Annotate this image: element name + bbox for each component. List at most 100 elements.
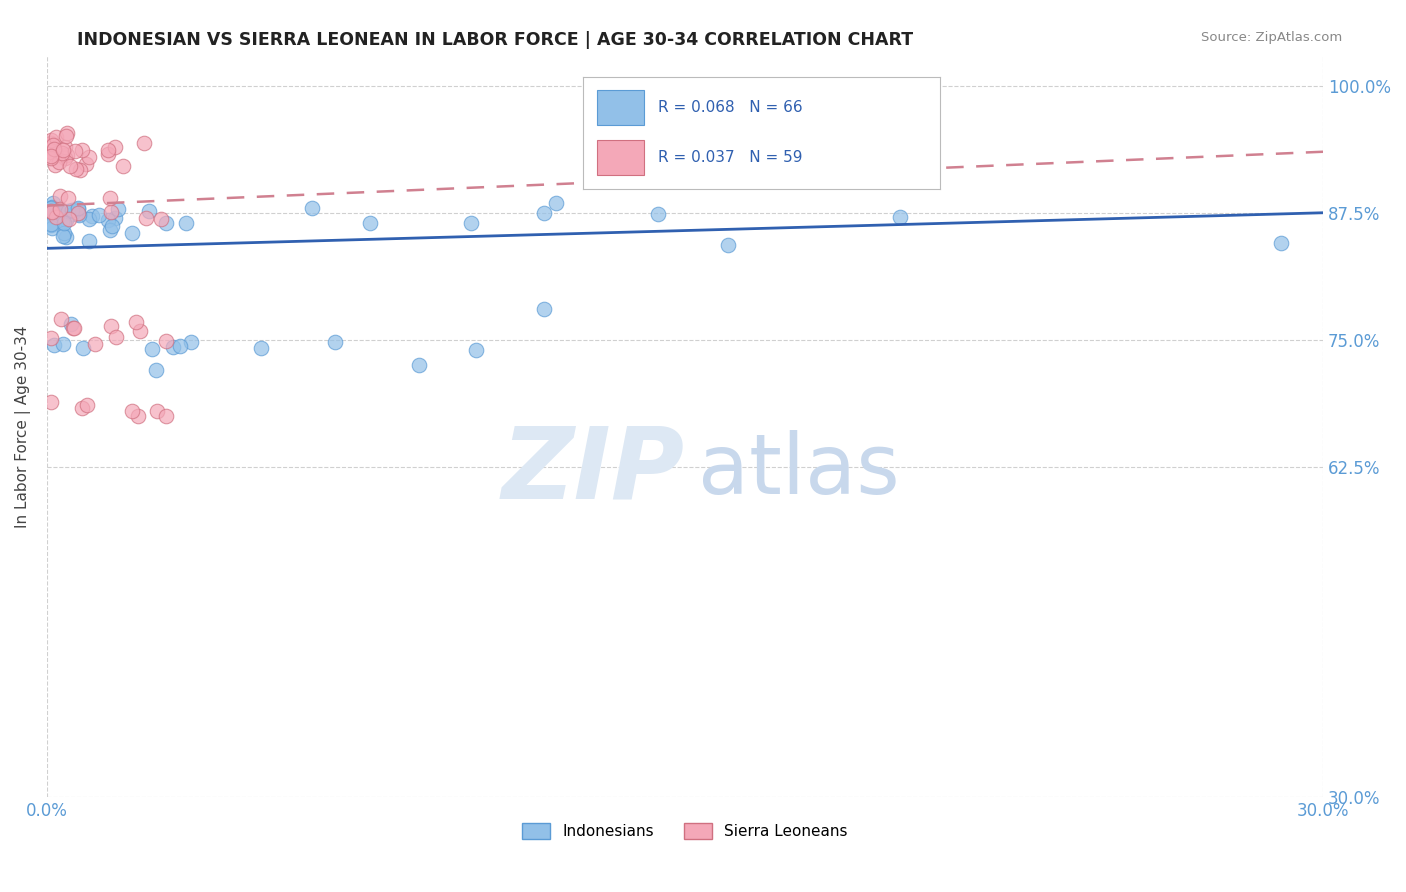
Sierra Leoneans [100,318,122,333]
Sierra Leoneans [51,146,73,161]
Indonesians [44,338,66,352]
Indonesians [44,209,66,223]
Indonesians [51,215,73,229]
Sierra Leoneans [39,149,62,163]
Sierra Leoneans [63,144,86,158]
Indonesians [67,207,90,221]
Text: INDONESIAN VS SIERRA LEONEAN IN LABOR FORCE | AGE 30-34 CORRELATION CHART: INDONESIAN VS SIERRA LEONEAN IN LABOR FO… [77,31,914,49]
Indonesians [145,363,167,377]
Sierra Leoneans [97,147,120,161]
Indonesians [359,216,381,230]
Sierra Leoneans [44,158,66,172]
Indonesians [66,201,89,215]
Indonesians [52,216,75,230]
Sierra Leoneans [41,205,63,219]
Indonesians [104,211,127,226]
Sierra Leoneans [62,321,84,335]
Indonesians [52,336,75,351]
Indonesians [41,200,63,214]
Indonesians [52,211,75,226]
Sierra Leoneans [155,409,177,424]
Indonesians [1270,236,1292,251]
Sierra Leoneans [65,161,87,176]
Sierra Leoneans [59,159,82,173]
Sierra Leoneans [135,211,157,226]
Sierra Leoneans [42,137,65,152]
Indonesians [48,206,70,220]
Sierra Leoneans [72,143,94,157]
Sierra Leoneans [69,163,91,178]
Indonesians [39,201,62,215]
Sierra Leoneans [39,136,62,150]
Sierra Leoneans [53,140,76,154]
Sierra Leoneans [53,151,76,165]
Indonesians [77,211,100,226]
Sierra Leoneans [63,321,86,335]
Sierra Leoneans [56,127,79,141]
Indonesians [55,229,77,244]
Sierra Leoneans [146,403,169,417]
Indonesians [39,206,62,220]
Sierra Leoneans [104,330,127,344]
Sierra Leoneans [48,189,70,203]
Indonesians [180,334,202,349]
Indonesians [162,340,184,354]
Indonesians [41,221,63,235]
Indonesians [48,210,70,224]
Text: Source: ZipAtlas.com: Source: ZipAtlas.com [1202,31,1343,45]
Sierra Leoneans [39,151,62,165]
Sierra Leoneans [48,154,70,169]
Sierra Leoneans [58,212,80,227]
Indonesians [52,229,75,244]
Indonesians [89,208,111,222]
Indonesians [155,216,177,230]
Indonesians [72,341,94,355]
Indonesians [301,201,323,215]
Sierra Leoneans [121,404,143,418]
Indonesians [77,235,100,249]
Sierra Leoneans [75,156,97,170]
Indonesians [174,216,197,230]
Text: atlas: atlas [697,430,900,511]
Indonesians [48,204,70,219]
Indonesians [80,209,103,223]
Sierra Leoneans [100,205,122,219]
Sierra Leoneans [83,337,105,351]
Indonesians [546,195,568,210]
Sierra Leoneans [39,145,62,160]
Indonesians [107,202,129,216]
Indonesians [97,212,120,227]
Indonesians [647,207,669,221]
Indonesians [42,196,65,211]
Indonesians [44,204,66,219]
Sierra Leoneans [45,210,67,224]
Sierra Leoneans [134,136,156,151]
Indonesians [98,222,121,236]
Indonesians [56,204,79,219]
Sierra Leoneans [155,334,177,348]
Indonesians [42,205,65,219]
Sierra Leoneans [45,130,67,145]
Sierra Leoneans [49,312,72,326]
Sierra Leoneans [104,140,127,154]
Sierra Leoneans [70,401,93,415]
Indonesians [889,210,911,224]
Sierra Leoneans [66,206,89,220]
Sierra Leoneans [56,191,79,205]
Sierra Leoneans [112,160,135,174]
Indonesians [60,202,83,217]
Indonesians [67,208,90,222]
Sierra Leoneans [52,143,75,157]
Sierra Leoneans [55,129,77,144]
Indonesians [408,358,430,372]
Indonesians [323,335,346,350]
Sierra Leoneans [150,212,173,227]
Indonesians [39,218,62,232]
Sierra Leoneans [97,143,120,157]
Indonesians [53,226,76,240]
Indonesians [67,202,90,216]
Indonesians [465,343,488,357]
Sierra Leoneans [39,203,62,218]
Sierra Leoneans [39,394,62,409]
Y-axis label: In Labor Force | Age 30-34: In Labor Force | Age 30-34 [15,325,31,527]
